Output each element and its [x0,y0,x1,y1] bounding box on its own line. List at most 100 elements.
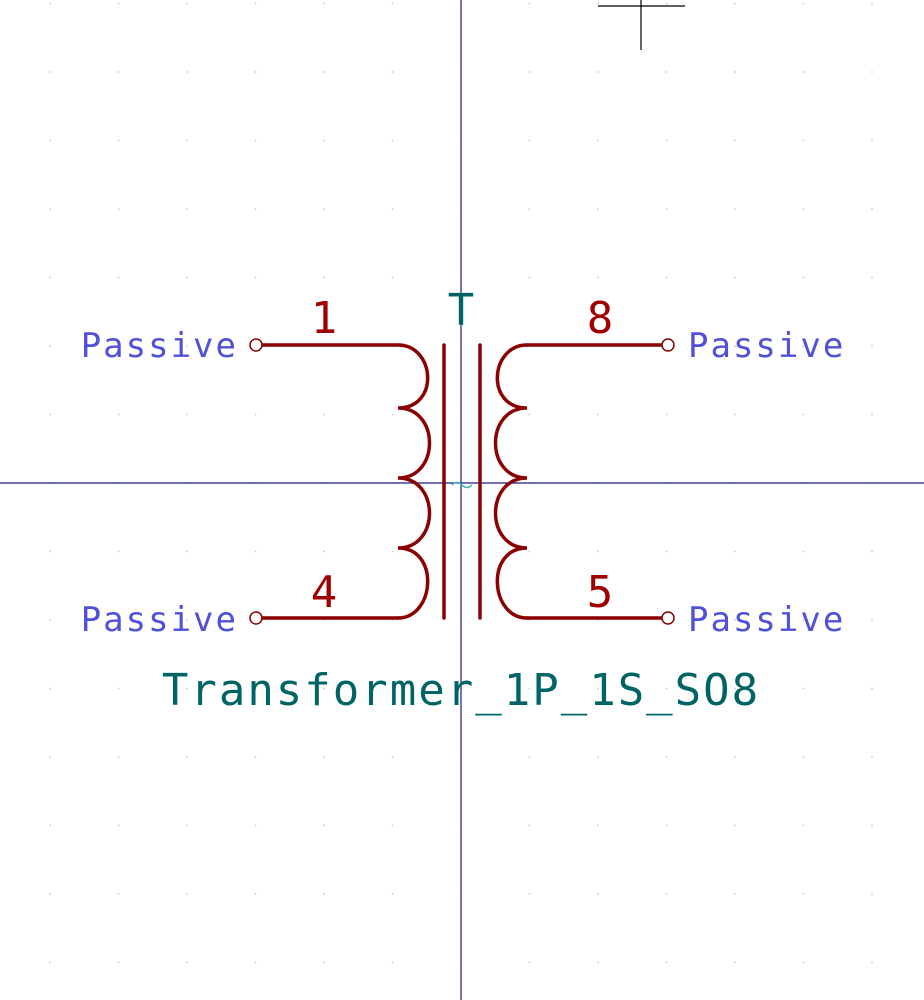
pin-8-endpoint[interactable] [661,338,675,352]
grid-dot [323,208,325,210]
pin-4-number: 4 [311,567,338,618]
grid-dot [597,2,599,5]
grid-dot [528,756,531,758]
grid-dot [186,893,188,895]
grid-dot [665,893,668,895]
grid-dot [49,2,51,5]
grid-dot [802,550,805,553]
grid-dot [117,208,120,210]
grid-dot [528,413,531,416]
grid-dot [528,961,531,964]
grid-dot [528,824,531,827]
grid-dot [802,208,805,210]
grid-dot [665,687,668,690]
grid-dot [734,550,736,553]
grid-dot [665,208,668,210]
grid-dot [117,2,120,5]
grid-dot [117,961,120,964]
pin-1-type: Passive [81,326,238,366]
grid-dot [665,139,668,142]
grid-dot [528,276,531,279]
grid-dot [186,71,188,73]
grid-dot [802,824,805,827]
grid-dot [254,961,257,964]
grid-dot [597,961,599,964]
grid-dot [186,345,188,347]
grid-dot [802,756,805,758]
grid-dot [391,71,394,73]
grid-dot [802,893,805,895]
pin-5-endpoint[interactable] [661,611,675,625]
grid-dot [871,961,873,964]
grid-dot [528,2,531,5]
value-field[interactable]: Transformer_1P_1S_SO8 [162,665,760,716]
grid-dot [254,687,257,690]
grid-dot [871,345,873,347]
grid-dot [186,687,188,690]
grid-dot [391,756,394,758]
grid-dot [734,71,736,73]
grid-dot [49,276,51,279]
grid-dot [186,961,188,964]
grid-dot [528,687,531,690]
grid-dot [254,824,257,827]
grid-dot [665,71,668,73]
grid-dot [254,893,257,895]
grid-dot [597,687,599,690]
grid-dot [665,413,668,416]
grid-dot [323,139,325,142]
grid-dot [734,208,736,210]
grid-dot [186,756,188,758]
grid-dot [871,139,873,142]
grid-dot [117,687,120,690]
grid-dot [323,824,325,827]
grid-dot [117,276,120,279]
transformer-symbol[interactable] [260,343,664,620]
grid-dot [254,139,257,142]
grid-dot [186,208,188,210]
grid-dot [117,893,120,895]
grid-dot [323,413,325,416]
grid-dot [323,2,325,5]
grid-dot [802,345,805,347]
grid-dot [117,756,120,758]
grid-dot [323,687,325,690]
grid-dot [734,961,736,964]
pin-1-endpoint[interactable] [249,338,263,352]
grid-dot [186,550,188,553]
primary-winding [396,343,432,620]
grid-dot [49,413,51,416]
grid-dot [49,619,51,621]
grid-dot [734,824,736,827]
grid-dot [323,961,325,964]
grid-dot [49,687,51,690]
grid-dot [871,2,873,5]
grid-dot [117,345,120,347]
grid-dot [871,687,873,690]
grid-dot [734,756,736,758]
grid-dot [734,276,736,279]
grid-dot [186,413,188,416]
grid-dot [871,893,873,895]
grid-dot [49,139,51,142]
grid-dot [528,550,531,553]
grid-dot [391,961,394,964]
grid-dot [802,961,805,964]
grid-dot [254,208,257,210]
grid-dot [802,687,805,690]
grid-dot [665,824,668,827]
grid-dot [734,619,736,621]
grid-dot [323,71,325,73]
grid-dot [528,893,531,895]
grid-dot [665,550,668,553]
grid-dot [254,71,257,73]
grid-dot [117,619,120,621]
reference-designator[interactable]: T [448,285,475,336]
grid-dot [117,413,120,416]
grid-dot [254,413,257,416]
grid-dot [323,893,325,895]
pin-4-endpoint[interactable] [249,611,263,625]
grid-dot [254,2,257,5]
